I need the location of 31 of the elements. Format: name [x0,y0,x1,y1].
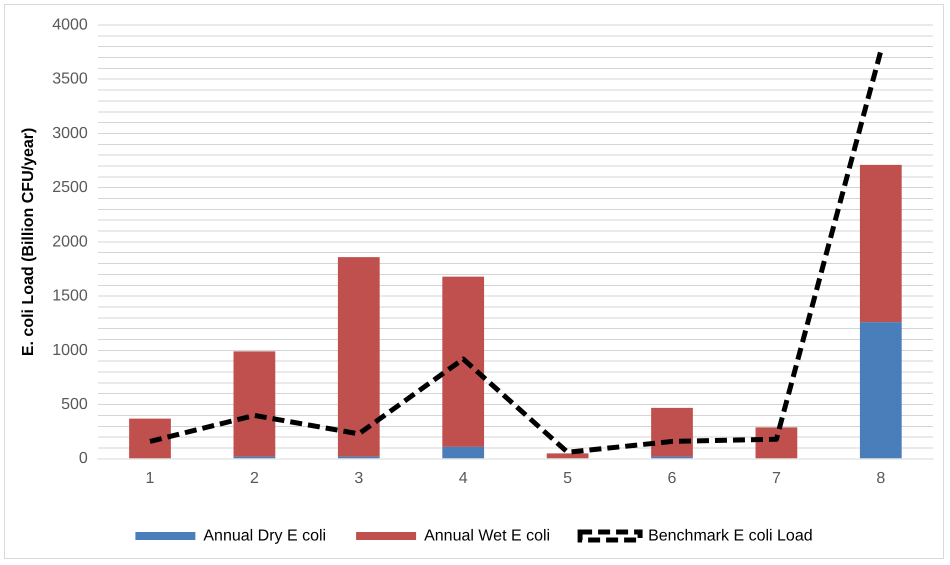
y-tick-label: 3500 [52,70,88,88]
y-tick-label: 2500 [52,179,88,196]
x-tick-label: 8 [876,470,886,487]
y-tick-label: 4000 [52,16,88,34]
y-tick-label: 2000 [52,233,88,250]
x-tick-label: 2 [250,470,259,487]
bar [129,418,171,458]
y-axis-title: E. coli Load (Billion CFU/year) [20,128,38,356]
legend-label: Annual Dry E coli [203,527,326,544]
bar [442,446,484,458]
y-tick-label: 1000 [52,342,88,359]
x-tick-label: 7 [772,470,781,487]
x-tick-label: 5 [563,470,572,487]
legend-label: Benchmark E coli Load [648,527,813,544]
bar [860,322,902,458]
bar [651,408,693,457]
y-tick-label: 3000 [52,124,88,142]
x-tick-label: 3 [354,470,364,487]
y-tick-label: 0 [78,450,88,468]
bar [234,351,276,457]
bar [756,427,798,458]
y-tick-label: 1500 [52,288,88,305]
x-tick-label: 4 [458,470,468,487]
legend-label: Annual Wet E coli [424,527,550,544]
x-tick-label: 6 [668,470,677,487]
bar [860,164,902,322]
bar [546,453,588,458]
bar [338,257,380,457]
y-tick-label: 500 [61,396,88,413]
bar [442,276,484,447]
x-tick-label: 1 [146,470,155,487]
